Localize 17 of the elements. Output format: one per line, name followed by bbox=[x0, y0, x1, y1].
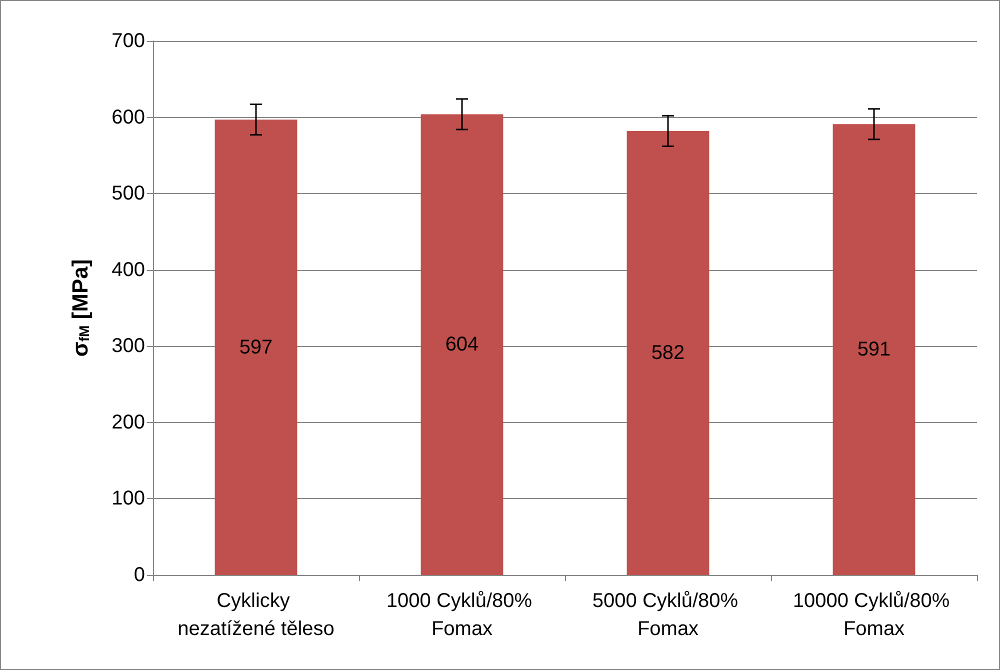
data-label: 604 bbox=[445, 334, 479, 356]
y-tick-label: 100 bbox=[112, 488, 145, 510]
x-tick-label: 5000 Cyklů/80% Fomax bbox=[592, 590, 744, 640]
y-tick-label: 0 bbox=[134, 564, 145, 586]
data-label: 582 bbox=[651, 342, 685, 364]
y-tick-label: 300 bbox=[112, 335, 145, 358]
y-tick-label: 700 bbox=[112, 30, 145, 52]
x-tick-label: 1000 Cyklů/80% Fomax bbox=[386, 590, 538, 640]
y-axis-title: σfM [MPa] bbox=[68, 259, 92, 357]
data-label: 591 bbox=[857, 338, 891, 361]
x-tick-label: Cyklicky nezatížené těleso bbox=[178, 590, 334, 640]
y-tick-label: 500 bbox=[112, 182, 145, 205]
y-tick-label: 200 bbox=[112, 411, 145, 434]
x-tick-label: 10000 Cyklů/80% Fomax bbox=[792, 590, 956, 640]
y-tick-label: 400 bbox=[112, 258, 145, 281]
data-label: 597 bbox=[239, 336, 273, 358]
y-tick-label: 600 bbox=[112, 106, 145, 128]
